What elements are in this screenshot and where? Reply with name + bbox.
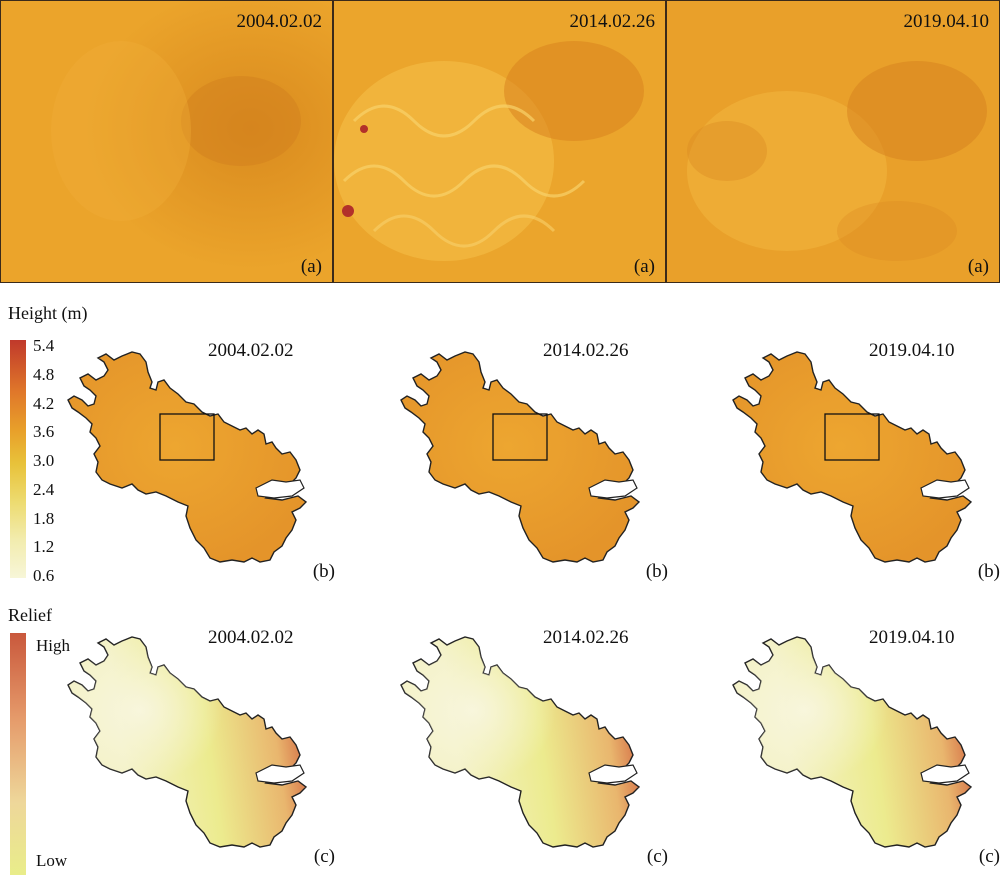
zoom-box <box>159 413 215 461</box>
panel-c1: 2004.02.02 (c) <box>60 615 335 870</box>
height-tick-label: 1.2 <box>33 537 55 557</box>
relief-legend-title: Relief <box>8 605 52 625</box>
tile-a3: 2019.04.10 (a) <box>666 0 1000 283</box>
lake-shape <box>255 764 305 784</box>
panel-date: 2019.04.10 <box>869 340 955 361</box>
lake-shape <box>255 479 305 499</box>
height-legend-title: Height (m) <box>8 303 88 323</box>
tile-a1: 2004.02.02 (a) <box>0 0 333 283</box>
height-colorbar <box>10 340 26 578</box>
panel-tag: (a) <box>300 256 322 277</box>
height-tick-label: 4.8 <box>33 364 55 384</box>
island-shape <box>732 351 973 563</box>
height-tick-label: 1.8 <box>33 508 55 528</box>
height-tick-label: 5.4 <box>33 336 55 355</box>
island-shape <box>67 351 308 563</box>
relief-colorbar <box>10 633 26 875</box>
tile-date: 2019.04.10 <box>903 11 990 32</box>
panel-tag: (b) <box>312 561 335 582</box>
relief-map-1 <box>67 636 308 848</box>
lake-shape <box>588 764 638 784</box>
panel-tag: (b) <box>645 561 668 582</box>
height-map-2 <box>400 351 641 563</box>
dem-tile-image-3 <box>667 1 999 282</box>
panel-date: 2019.04.10 <box>869 627 955 648</box>
panel-tag: (a) <box>967 256 989 277</box>
zoom-box <box>824 413 880 461</box>
height-tick-label: 4.2 <box>33 393 55 413</box>
tile-date: 2014.02.26 <box>569 11 656 32</box>
height-map-3 <box>732 351 973 563</box>
relief-map-2 <box>400 636 641 848</box>
height-tick-label: 0.6 <box>33 566 55 585</box>
island-shape <box>400 351 641 563</box>
dem-tile-image-2 <box>334 1 665 282</box>
relief-low-zone <box>68 637 306 847</box>
relief-low-label: Low <box>36 851 68 870</box>
panel-b3: 2019.04.10 (b) <box>725 330 1000 585</box>
tile-a2: 2014.02.26 (a) <box>333 0 666 283</box>
panel-tag: (c) <box>646 846 668 867</box>
panel-tag: (c) <box>313 846 335 867</box>
relief-low-zone <box>401 637 639 847</box>
panel-date: 2014.02.26 <box>543 340 629 361</box>
zoom-box <box>492 413 548 461</box>
panel-b1: 2004.02.02 (b) <box>60 330 335 585</box>
lake-shape <box>920 764 970 784</box>
relief-low-zone <box>733 637 971 847</box>
panel-b2: 2014.02.26 (b) <box>393 330 668 585</box>
height-tick-label: 3.6 <box>33 422 55 442</box>
relief-high-label: High <box>36 636 70 655</box>
panel-date: 2014.02.26 <box>543 627 629 648</box>
lake-shape <box>588 479 638 499</box>
panel-date: 2004.02.02 <box>208 627 294 648</box>
panel-c2: 2014.02.26 (c) <box>393 615 668 870</box>
height-tick-label: 2.4 <box>33 479 55 499</box>
panel-tag: (b) <box>977 561 1000 582</box>
panel-tag: (a) <box>633 256 655 277</box>
tile-date: 2004.02.02 <box>236 11 323 32</box>
height-map-1 <box>67 351 308 563</box>
relief-map-3 <box>732 636 973 848</box>
panel-c3: 2019.04.10 (c) <box>725 615 1000 870</box>
lake-shape <box>920 479 970 499</box>
height-tick-label: 3.0 <box>33 451 55 470</box>
dem-tile-image-1 <box>1 1 332 282</box>
panel-tag: (c) <box>978 846 1000 867</box>
panel-date: 2004.02.02 <box>208 340 294 361</box>
